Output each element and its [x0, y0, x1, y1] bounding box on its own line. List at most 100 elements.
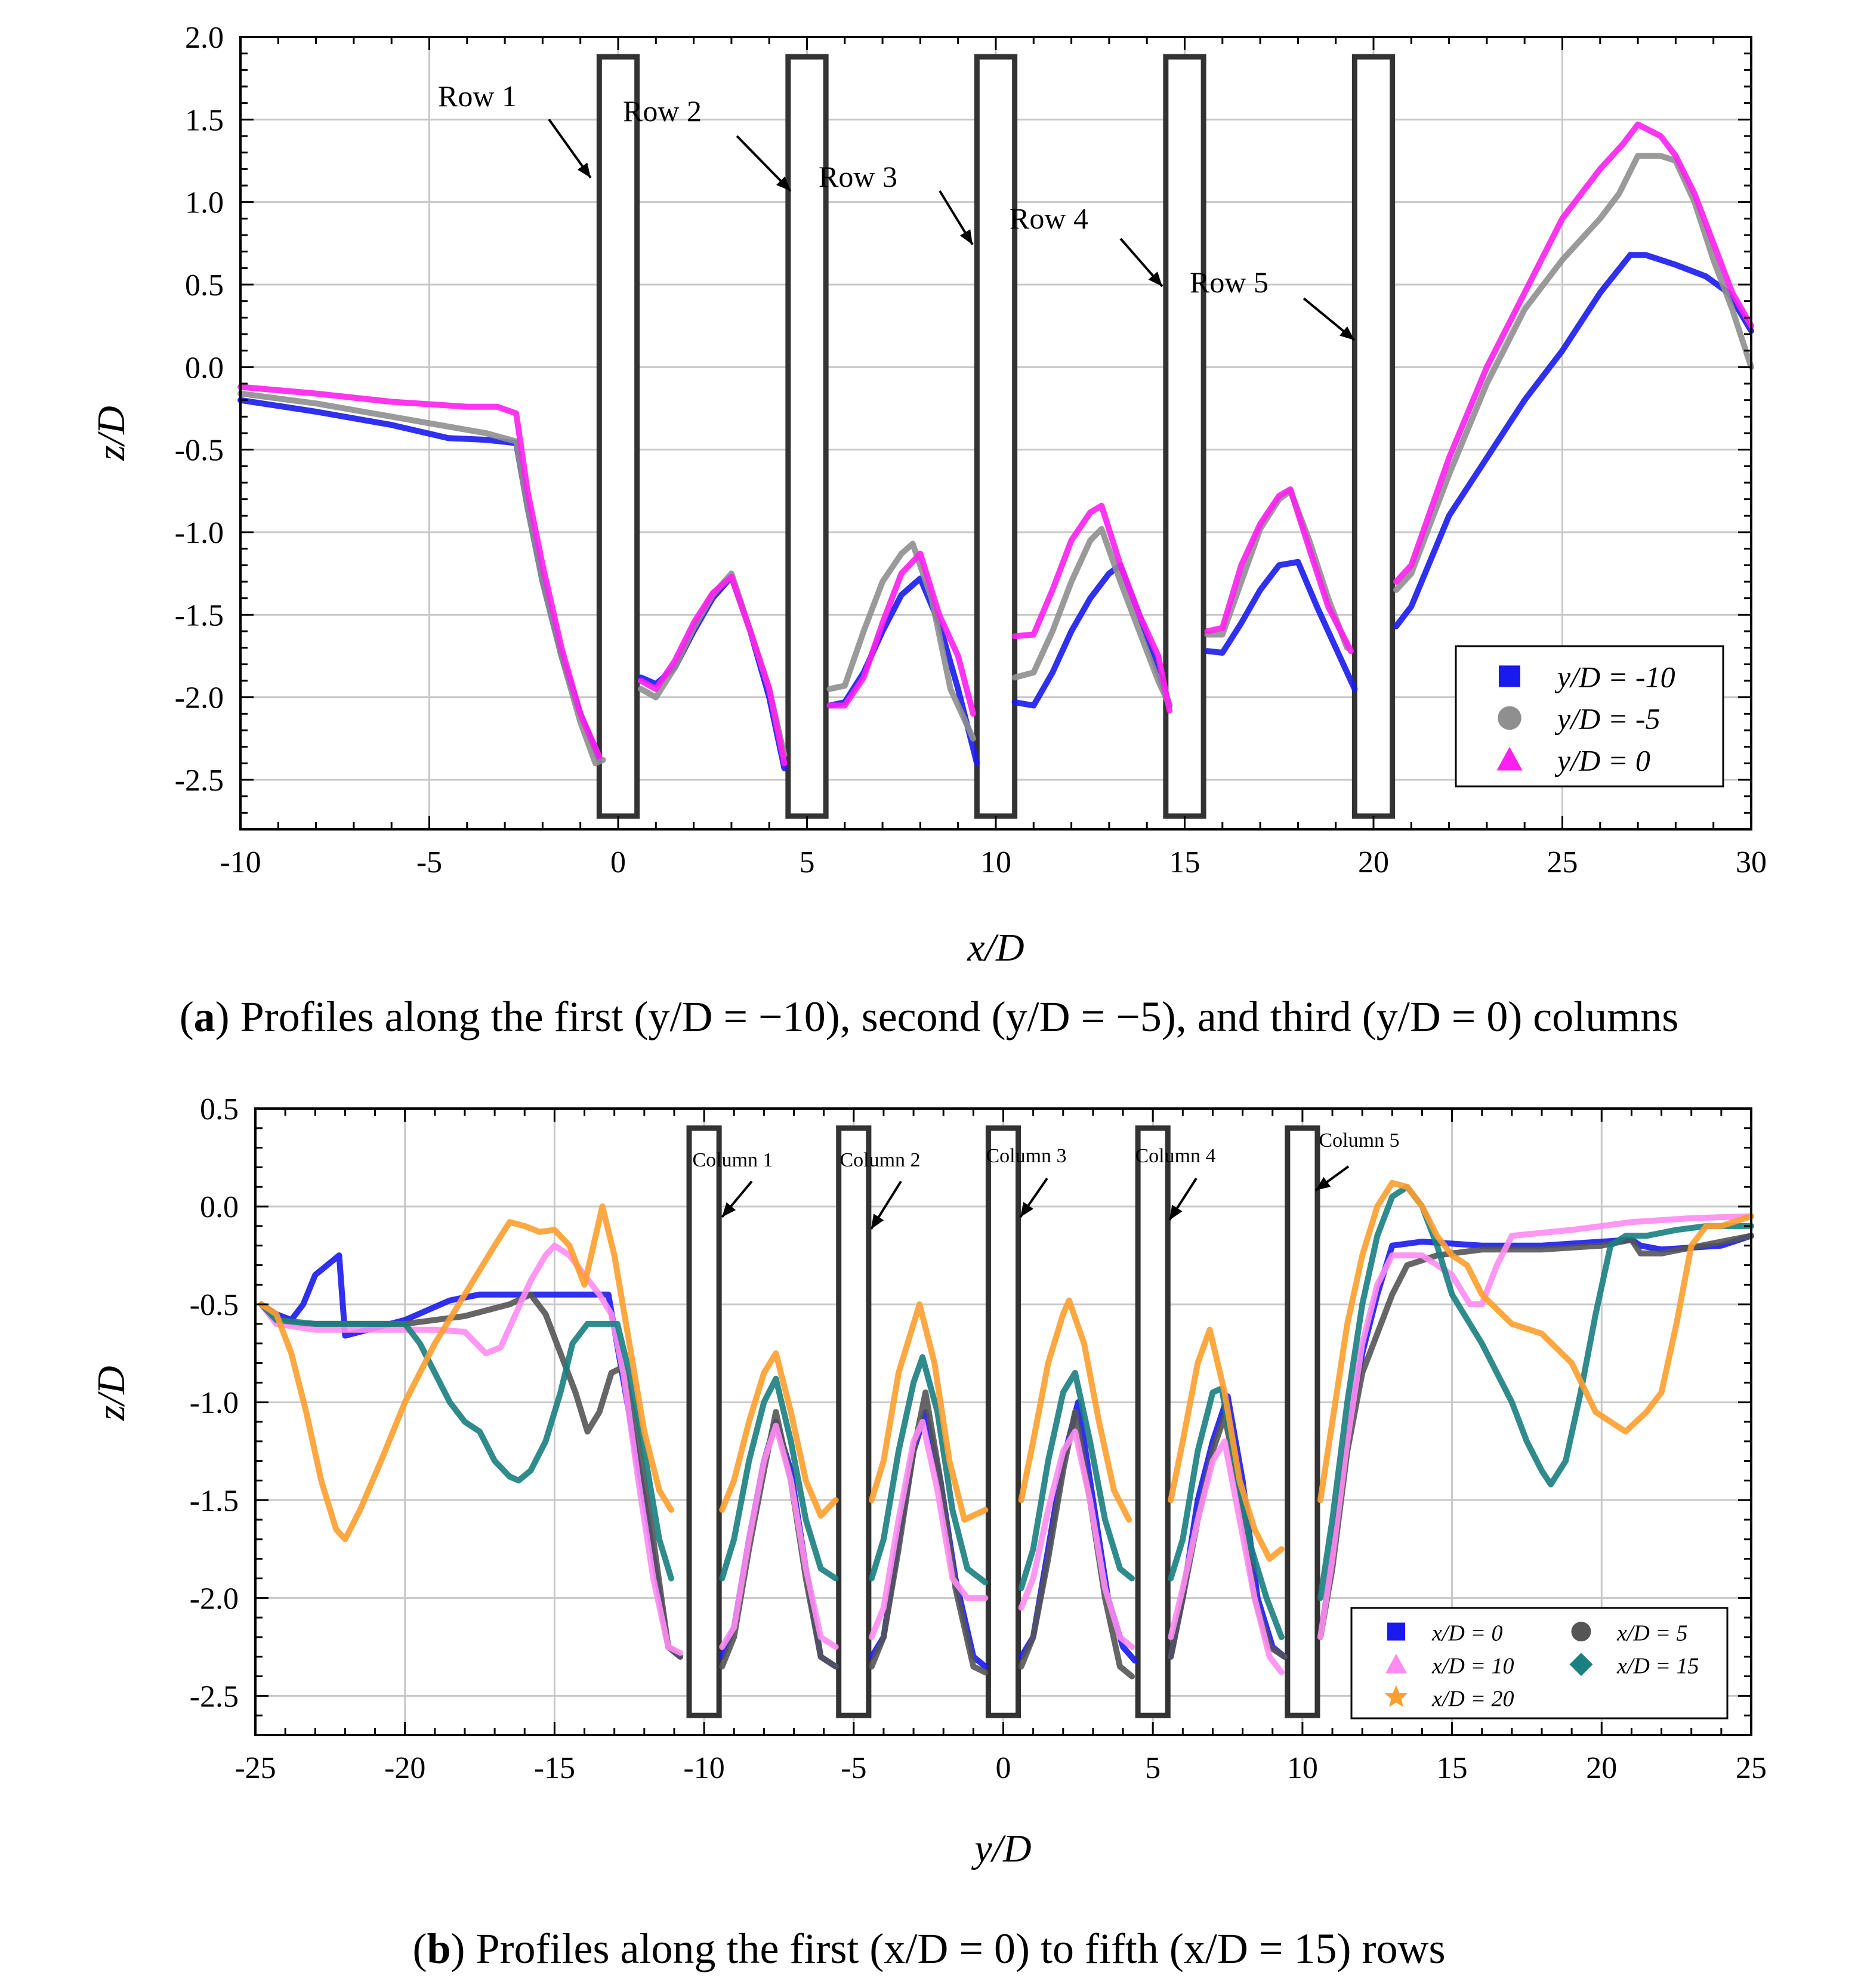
y-tick-label: -2.5	[175, 764, 224, 798]
y-tick-label: 1.0	[185, 186, 224, 220]
y-tick-label: -2.5	[190, 1680, 239, 1714]
series-line-xd5	[868, 1389, 989, 1675]
x-tick-label: -10	[683, 1751, 724, 1785]
series-line-xd15	[1018, 1370, 1135, 1591]
series-line-yd-10	[1011, 562, 1173, 709]
x-tick-label: -10	[220, 845, 261, 879]
series-line-yd0	[1393, 121, 1754, 585]
panel-b-x-axis-label: y/D	[971, 1827, 1031, 1870]
x-tick-label: 5	[800, 845, 815, 879]
series-line-yd-5	[1011, 526, 1173, 709]
panel-b-caption: (b) Profiles along the first (x/D = 0) t…	[413, 1925, 1446, 1972]
legend-marker-square	[1387, 1622, 1405, 1641]
pier-label-5: Row 5	[1190, 266, 1268, 299]
series-line-xd10	[868, 1419, 989, 1640]
x-tick-label: 30	[1736, 845, 1767, 879]
panel-b-caption-label: b	[427, 1925, 450, 1972]
legend-label: y/D = 0	[1554, 743, 1650, 777]
x-tick-label: -25	[234, 1751, 276, 1785]
pier-5	[1285, 1125, 1320, 1718]
panel-b-tick-labels: -25 -20 -15 -10 -5 0 5 10 15 20 25 0.5 0.0 -0.5 -1.0 -1…	[190, 1092, 1767, 1785]
panel-a-caption-label: a	[194, 993, 215, 1041]
pier-4	[1163, 54, 1206, 819]
panel-a-ticks	[239, 36, 1752, 829]
x-tick-label: -5	[841, 1751, 866, 1785]
panel-b-legend: x/D = 0 x/D = 5 x/D = 10 x/D = 15 x/D = 20	[1350, 1607, 1729, 1720]
series-line-xd15	[719, 1375, 839, 1582]
series-line-xd20	[868, 1301, 989, 1523]
series-line-xd10	[1317, 1213, 1754, 1640]
series-line-xd15	[1317, 1184, 1754, 1601]
x-tick-label: 5	[1145, 1751, 1161, 1785]
panel-b-y-axis-label: z/D	[89, 1366, 133, 1421]
legend-label: x/D = 15	[1616, 1654, 1699, 1679]
legend-label: y/D = -10	[1554, 660, 1675, 693]
y-tick-label: -1.0	[190, 1386, 239, 1420]
pier-5	[1351, 54, 1396, 819]
x-tick-label: 10	[1287, 1751, 1318, 1785]
series-line-xd20	[1317, 1180, 1754, 1504]
panel-a-y-axis-label: z/D	[89, 406, 133, 461]
y-tick-label: -1.5	[175, 598, 224, 632]
legend-label: x/D = 20	[1431, 1687, 1514, 1712]
y-tick-label: -1.5	[190, 1484, 239, 1518]
x-tick-label: 15	[1169, 845, 1200, 879]
panel-b-piers	[686, 1125, 1320, 1718]
legend-marker-circle	[1571, 1622, 1591, 1642]
series-line-xd20	[1018, 1297, 1132, 1523]
x-tick-label: -15	[534, 1751, 575, 1785]
pier-label-4: Row 4	[1010, 202, 1088, 235]
pier-3	[985, 1125, 1021, 1718]
pier-arrowhead-1	[577, 162, 591, 178]
y-tick-label: 0.0	[185, 351, 224, 385]
series-line-yd-5	[237, 390, 606, 767]
series-line-yd-5	[826, 541, 976, 742]
series-line-yd0	[1204, 486, 1354, 655]
y-tick-label: -1.0	[175, 516, 224, 550]
legend-marker-triangle	[1385, 1653, 1407, 1674]
series-line-xd10	[258, 1242, 683, 1656]
pier-arrowhead-4	[1169, 1205, 1183, 1220]
pier-label-3: Row 3	[819, 160, 897, 193]
pier-arrowhead-2	[871, 1214, 884, 1229]
panel-b-ticks	[254, 1107, 1752, 1736]
pier-arrowhead-1	[722, 1202, 736, 1217]
x-tick-label: 20	[1358, 845, 1389, 879]
x-tick-label: -20	[384, 1751, 425, 1785]
pier-arrowhead-3	[959, 229, 973, 245]
panel-a-caption-text: Profiles along the first (y/D = −10), se…	[230, 993, 1679, 1041]
legend-marker-square	[1499, 665, 1520, 687]
series-line-xd0	[1317, 1233, 1754, 1640]
y-tick-label: -2.0	[190, 1582, 239, 1616]
legend-marker-triangle	[1496, 746, 1523, 771]
pier-4	[1135, 1125, 1171, 1718]
panel-b-caption-text: Profiles along the first (x/D = 0) to fi…	[465, 1925, 1446, 1972]
y-tick-label: 0.5	[200, 1092, 239, 1126]
pier-2	[785, 54, 829, 819]
panel-a-x-axis-label: x/D	[967, 926, 1024, 970]
pier-arrowhead-5	[1316, 1177, 1331, 1190]
pier-arrowhead-3	[1020, 1202, 1033, 1217]
pier-label-1: Column 1	[692, 1149, 773, 1171]
pier-1	[686, 1125, 722, 1718]
x-tick-label: -5	[416, 845, 442, 879]
y-tick-label: -2.0	[175, 681, 224, 715]
x-tick-label: 20	[1586, 1751, 1617, 1785]
series-line-yd0	[826, 551, 976, 717]
pier-arrowhead-4	[1148, 271, 1162, 286]
legend-label: y/D = -5	[1554, 702, 1661, 735]
legend-marker-star	[1384, 1685, 1408, 1707]
series-line-yd-5	[1393, 153, 1754, 593]
panel-a-piers	[596, 54, 1396, 819]
y-tick-label: 1.5	[185, 103, 224, 137]
series-line-xd5	[1018, 1409, 1135, 1680]
series-line-xd20	[1168, 1326, 1285, 1562]
series-line-xd10	[1018, 1428, 1135, 1650]
series-line-yd-10	[1204, 558, 1358, 692]
pier-label-1: Row 1	[438, 79, 517, 113]
x-tick-label: 25	[1736, 1751, 1767, 1785]
panel-a-tick-labels: -10 -5 0 5 10 15 20 25 30 2.0 1.5 1.0 0.5 0.0 -0.5 -1.0…	[175, 21, 1767, 879]
panel-a-legend: y/D = -10 y/D = -5 y/D = 0	[1455, 645, 1724, 788]
pier-2	[836, 1125, 872, 1718]
panel-b-series	[258, 1180, 1754, 1680]
